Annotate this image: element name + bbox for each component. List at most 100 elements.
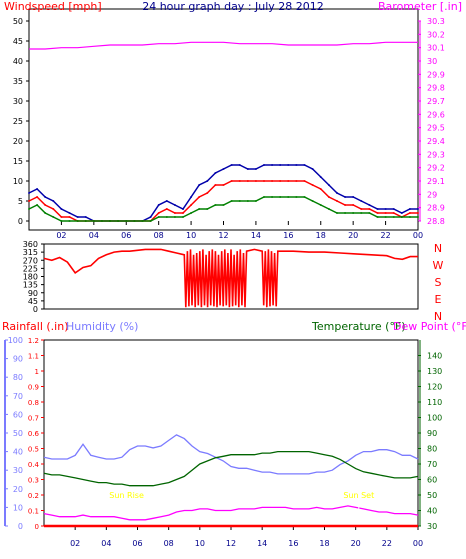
windspeed-point [360, 208, 363, 210]
wind-time-tick-label: 16 [283, 231, 293, 240]
windspeed-point [344, 204, 346, 206]
barometer-tick-label: 28.9 [427, 204, 445, 213]
avgwind-point [376, 216, 379, 218]
gust-point [182, 208, 184, 210]
gust-point [279, 164, 281, 166]
temperature-time-tick-label: 18 [319, 539, 329, 548]
avgwind-point [287, 196, 290, 198]
windspeed-point [60, 216, 63, 218]
windspeed-tick-label: 5 [18, 197, 23, 206]
windspeed-point [230, 180, 233, 182]
wind-time-tick-label: 20 [348, 231, 358, 240]
windspeed-point [336, 200, 338, 202]
barometer-tick-label: 30 [427, 57, 437, 66]
windspeed-point [238, 180, 241, 182]
gust-point [52, 200, 55, 202]
sun-annotation-label: Sun Set [343, 491, 374, 500]
rainfall-tick-label: 0 [35, 523, 39, 531]
temperature-series [43, 434, 419, 528]
windspeed-point [247, 180, 249, 182]
windspeed-axis-label: Windspeed [mph] [4, 0, 102, 13]
compass-label: N [434, 310, 442, 323]
wind-panel-frame [28, 8, 419, 231]
compass-label: S [435, 276, 442, 289]
gust-point [368, 204, 371, 206]
windspeed-point [182, 212, 184, 214]
humidity-tick-label: 70 [13, 392, 23, 401]
avgwind-point [311, 200, 314, 202]
avgwind-point [368, 212, 371, 214]
direction-tick-label: 135 [23, 281, 38, 290]
wind-time-tick-label: 08 [154, 231, 164, 240]
windspeed-tick-label: 25 [13, 117, 23, 126]
gust-point [319, 176, 322, 178]
humidity-tick-label: 100 [8, 336, 23, 345]
rainfall-tick-label: 0.6 [28, 430, 40, 438]
avgwind-point [409, 216, 411, 218]
sun-annotations: Sun Rise Sun Set [109, 491, 374, 512]
windspeed-point [303, 180, 306, 182]
windspeed-point [206, 192, 209, 194]
direction-tick-label: 45 [28, 297, 38, 306]
rainfall-ticks: 0 0.1 0.2 0.3 0.4 0.5 0.6 0.7 0.8 0.9 1 1.1 1.2 [28, 337, 44, 531]
temperature-ticks: 30 40 50 60 70 80 90 100 110 120 130 140 [418, 340, 442, 531]
compass-label: N [434, 242, 442, 255]
gust-point [287, 164, 290, 166]
gust-point [271, 164, 273, 166]
temperature-tick-label: 70 [427, 460, 437, 469]
windspeed-point [255, 180, 257, 182]
windspeed-point [198, 196, 200, 198]
temperature-time-tick-label: 14 [257, 539, 267, 548]
temperature-tick-label: 60 [427, 476, 437, 485]
temperature-time-tick-label: 16 [288, 539, 298, 548]
direction-tick-label: 360 [23, 240, 38, 249]
temperature-tick-label: 100 [427, 414, 442, 423]
direction-line [43, 248, 418, 308]
barometer-tick-label: 29.9 [427, 70, 445, 79]
temperature-time-tick-label: 12 [226, 539, 236, 548]
avgwind-point [141, 220, 144, 222]
windspeed-point [384, 212, 387, 214]
windspeed-point [36, 196, 38, 198]
avgwind-point [60, 220, 63, 222]
barometer-line [29, 41, 418, 50]
avgwind-point [101, 220, 103, 222]
gust-point [157, 204, 160, 206]
gust-point [352, 196, 354, 198]
windspeed-point [214, 184, 217, 186]
temperature-time-tick-label: 20 [351, 539, 361, 548]
avgwind-point [417, 216, 419, 218]
humidity-tick-label: 90 [13, 355, 23, 364]
humidity-line [43, 434, 419, 475]
windspeed-point [328, 196, 330, 198]
windspeed-tick-label: 50 [13, 17, 23, 26]
windspeed-tick-label: 10 [13, 177, 23, 186]
avgwind-point [157, 216, 160, 218]
humidity-tick-label: 20 [13, 485, 23, 494]
windspeed-point [368, 208, 371, 210]
humidity-tick-label: 40 [13, 448, 23, 457]
gust-point [44, 196, 46, 198]
gust-point [28, 192, 30, 194]
gust-point [409, 208, 411, 210]
humidity-tick-label: 10 [13, 503, 23, 512]
gust-point [60, 208, 63, 210]
avgwind-point [206, 208, 209, 210]
direction-tick-label: 225 [23, 264, 38, 273]
windspeed-tick-label: 0 [18, 217, 23, 226]
windspeed-point [157, 212, 160, 214]
windspeed-ticks: 0 5 10 15 20 25 30 35 40 45 50 [13, 17, 29, 226]
gust-point [206, 180, 209, 182]
wind-time-tick-label: 22 [380, 231, 390, 240]
avgwind-point [360, 212, 363, 214]
rainfall-axis-label: Rainfall (.in) [2, 320, 69, 333]
gust-point [328, 184, 330, 186]
temperature-time-tick-label: 06 [132, 539, 142, 548]
humidity-ticks: 0 10 20 30 40 50 60 70 80 90 100 [5, 336, 23, 531]
avgwind-point [125, 220, 128, 222]
avgwind-point [117, 220, 119, 222]
windspeed-tick-label: 35 [13, 77, 23, 86]
avgwind-point [319, 204, 322, 206]
